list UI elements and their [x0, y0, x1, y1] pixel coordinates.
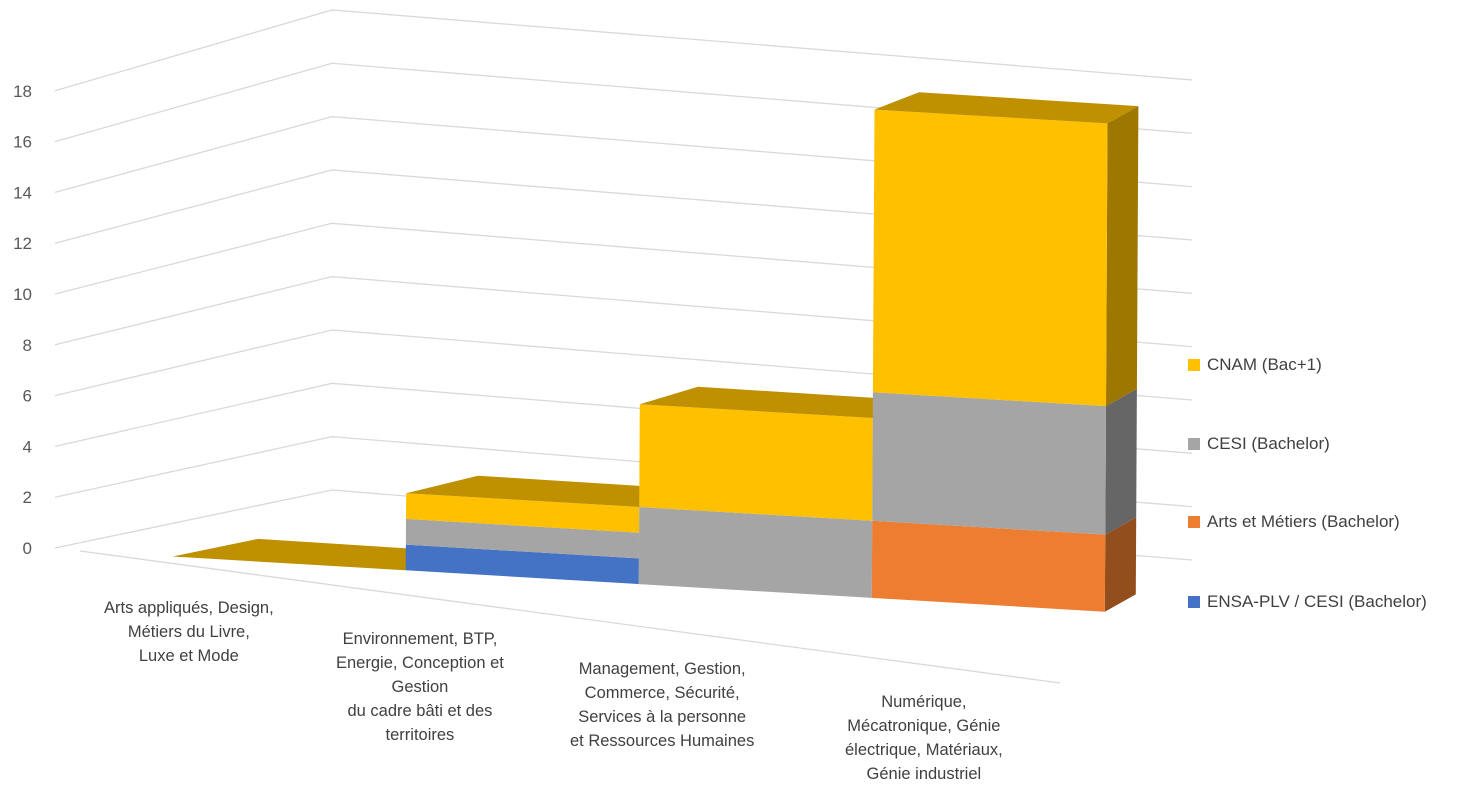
y-tick-label: 6 — [23, 387, 32, 406]
legend-swatch — [1188, 359, 1200, 371]
y-axis-ticks: 0 2 4 6 8 10 12 14 16 18 — [13, 82, 32, 558]
bar-side-3-2 — [1105, 388, 1137, 535]
bar-segment-1-0 — [405, 544, 639, 585]
bar-top-0 — [172, 538, 478, 571]
bar-segment-1-2 — [405, 518, 640, 559]
y-tick-label: 18 — [13, 82, 32, 101]
y-tick-label: 16 — [13, 133, 32, 152]
bar-top-1 — [406, 475, 698, 507]
legend-item: ENSA-PLV / CESI (Bachelor) — [1188, 592, 1427, 612]
x-category-label-line: Mécatronique, Génie — [847, 717, 1001, 735]
bar-segment-2-2 — [638, 507, 873, 598]
y-tick-label: 0 — [23, 539, 32, 558]
x-category-label: Management, Gestion, Commerce, Sécurité, S… — [570, 657, 754, 753]
x-category-label-line: Luxe et Mode — [138, 647, 239, 665]
gridline-18 — [54, 9, 1193, 92]
legend-label: CESI (Bachelor) — [1207, 434, 1330, 453]
x-category-label-line: Numérique, — [881, 693, 967, 711]
y-tick-label: 8 — [23, 336, 32, 355]
x-category-label-line: territoires — [385, 726, 455, 744]
x-category-label-line: Commerce, Sécurité, — [584, 684, 740, 702]
bar-segment-3-3 — [872, 109, 1108, 407]
x-category-label-line: Services à la personne — [578, 708, 747, 726]
legend-swatch — [1188, 438, 1200, 450]
bar-top-2 — [639, 386, 918, 418]
y-tick-label: 12 — [13, 234, 32, 253]
bar-segment-3-2 — [872, 392, 1106, 535]
x-category-label-line: Génie industriel — [866, 765, 982, 783]
y-tick-label: 14 — [13, 183, 32, 202]
x-category-label: Environnement, BTP, Energie, Conception e… — [336, 627, 504, 747]
x-category-label-line: Energie, Conception et — [336, 654, 504, 672]
legend-item: CESI (Bachelor) — [1188, 434, 1330, 454]
legend-swatch — [1188, 516, 1200, 528]
bar-segment-1-3 — [406, 493, 640, 533]
x-category-label: Numérique, Mécatronique, Génie électrique,… — [845, 690, 1003, 786]
bar-segment-3-1 — [871, 520, 1106, 612]
x-category-label-line: Gestion — [391, 678, 449, 696]
y-tick-label: 2 — [23, 488, 32, 507]
y-tick-label: 10 — [13, 285, 32, 304]
legend-label: Arts et Métiers (Bachelor) — [1207, 512, 1400, 531]
x-category-label-line: et Ressources Humaines — [570, 732, 755, 750]
x-category-label-line: Environnement, BTP, — [342, 630, 498, 648]
bar-side-3-3 — [1106, 106, 1139, 407]
legend-label: CNAM (Bac+1) — [1207, 355, 1322, 374]
legend-label: ENSA-PLV / CESI (Bachelor) — [1207, 592, 1427, 611]
legend-item: Arts et Métiers (Bachelor) — [1188, 512, 1400, 532]
gridlines — [54, 9, 1193, 684]
x-category-label-line: Métiers du Livre, — [127, 623, 250, 641]
x-category-label-line: Arts appliqués, Design, — [104, 599, 274, 617]
x-category-label-line: Management, Gestion, — [578, 660, 746, 678]
bar-segment-2-3 — [639, 404, 873, 521]
x-category-label-line: électrique, Matériaux, — [845, 741, 1003, 759]
x-category-label: Arts appliqués, Design, Métiers du Livre,… — [104, 596, 274, 668]
floor-edge — [79, 550, 1061, 684]
bars — [172, 92, 1139, 612]
legend-item: CNAM (Bac+1) — [1188, 355, 1322, 375]
y-tick-label: 4 — [23, 437, 32, 456]
x-category-label-line: du cadre bâti et des — [347, 702, 493, 720]
bar-side-3-1 — [1104, 517, 1137, 612]
legend-swatch — [1188, 596, 1200, 608]
bar-top-3 — [874, 92, 1139, 124]
